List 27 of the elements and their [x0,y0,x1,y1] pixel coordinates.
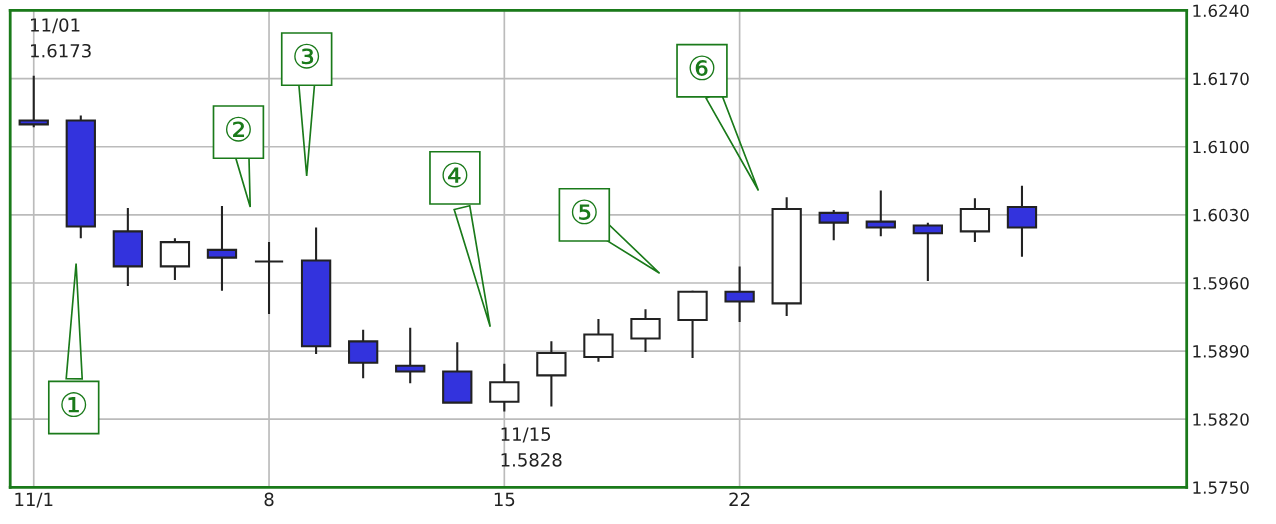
annotation: ⑥ [689,55,715,81]
candlestick [865,189,896,238]
candlestick [18,74,49,129]
annotation: 11/01 1.6173 [31,18,91,58]
annotation: 11/15 1.5828 [501,427,562,467]
y-tick-label: 1.5750 [1193,481,1249,494]
x-tick-label: 22 [729,492,750,506]
y-tick-label: 1.6170 [1193,72,1249,86]
annotation: ① [61,392,87,418]
candlestick [724,265,755,323]
annotation: ② [225,116,251,142]
candlestick [395,326,426,385]
x-tick-label: 15 [494,492,515,507]
y-tick-label: 1.6240 [1193,4,1249,18]
candlestick [253,241,285,316]
annotation: ⑤ [571,199,597,225]
y-tick-label: 1.6030 [1193,208,1249,222]
candlestick [912,221,944,283]
annotation: ④ [442,162,468,188]
x-tick-label: 11/1 [15,492,53,508]
candlestick [206,205,238,292]
x-tick-label: 8 [264,492,274,507]
y-tick-label: 1.5890 [1193,345,1249,358]
y-tick-label: 1.5820 [1193,413,1249,426]
annotation: ③ [294,43,320,69]
y-tick-label: 1.5960 [1193,276,1249,290]
y-tick-label: 1.6100 [1193,140,1249,154]
